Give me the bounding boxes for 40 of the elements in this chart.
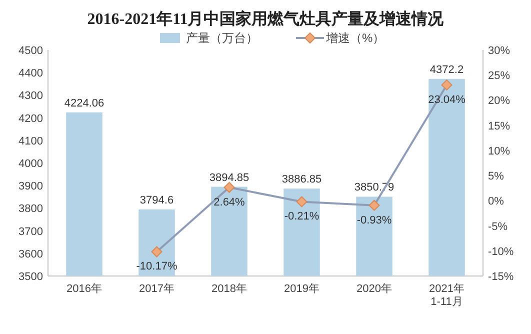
y-tick-label: 3800 <box>18 203 43 216</box>
data-label: 3794.6 <box>140 194 174 206</box>
y-tick-label: 3600 <box>18 248 43 260</box>
legend-label: 产量（万台） <box>186 31 258 45</box>
y2-tick-label: -5% <box>488 220 508 233</box>
y-tick-label: 4100 <box>18 135 43 148</box>
x-tick-label: 2021年 1-11月 <box>429 283 464 308</box>
y-tick-label: 4200 <box>18 112 43 125</box>
y-tick-label: 4400 <box>18 68 43 80</box>
data-label: 3886.85 <box>282 174 322 186</box>
y2-tick-label: 30% <box>488 45 510 57</box>
y2-tick-label: 0% <box>488 196 504 208</box>
data-label: -10.17% <box>136 260 178 273</box>
chart-title: 2016-2021年11月中国家用燃气灶具产量及增速情况 <box>87 9 445 28</box>
legend-label: 增速（%） <box>325 31 385 45</box>
data-label: -0.21% <box>284 210 320 223</box>
y-tick-label: 4000 <box>18 158 43 170</box>
y-tick-label: 3700 <box>18 226 43 238</box>
data-label: 23.04% <box>428 94 466 106</box>
y-tick-label: 3900 <box>18 180 43 193</box>
y2-tick-label: -10% <box>488 246 514 258</box>
y-tick-label: 3500 <box>18 271 43 283</box>
data-label: 2.64% <box>214 196 246 208</box>
y2-tick-label: 10% <box>488 145 510 158</box>
x-tick-label: 2020年 <box>356 283 392 295</box>
y2-tick-label: 15% <box>488 120 510 132</box>
data-label: 4372.2 <box>430 64 464 76</box>
x-tick-label: 2019年 <box>284 283 320 295</box>
y-tick-label: 4500 <box>18 45 43 57</box>
y-tick-label: 4300 <box>18 90 43 102</box>
y2-tick-label: 5% <box>488 170 504 183</box>
y2-tick-label: 25% <box>488 70 510 82</box>
x-tick-label: 2017年 <box>139 283 174 295</box>
y2-tick-label: 20% <box>488 95 510 108</box>
data-label: -0.93% <box>356 214 392 226</box>
data-label: 4224.06 <box>64 97 104 110</box>
y2-tick-label: -15% <box>488 271 514 283</box>
x-tick-label: 2018年 <box>212 283 247 295</box>
x-tick-label: 2016年 <box>66 283 102 295</box>
data-label: 3894.85 <box>209 172 250 184</box>
